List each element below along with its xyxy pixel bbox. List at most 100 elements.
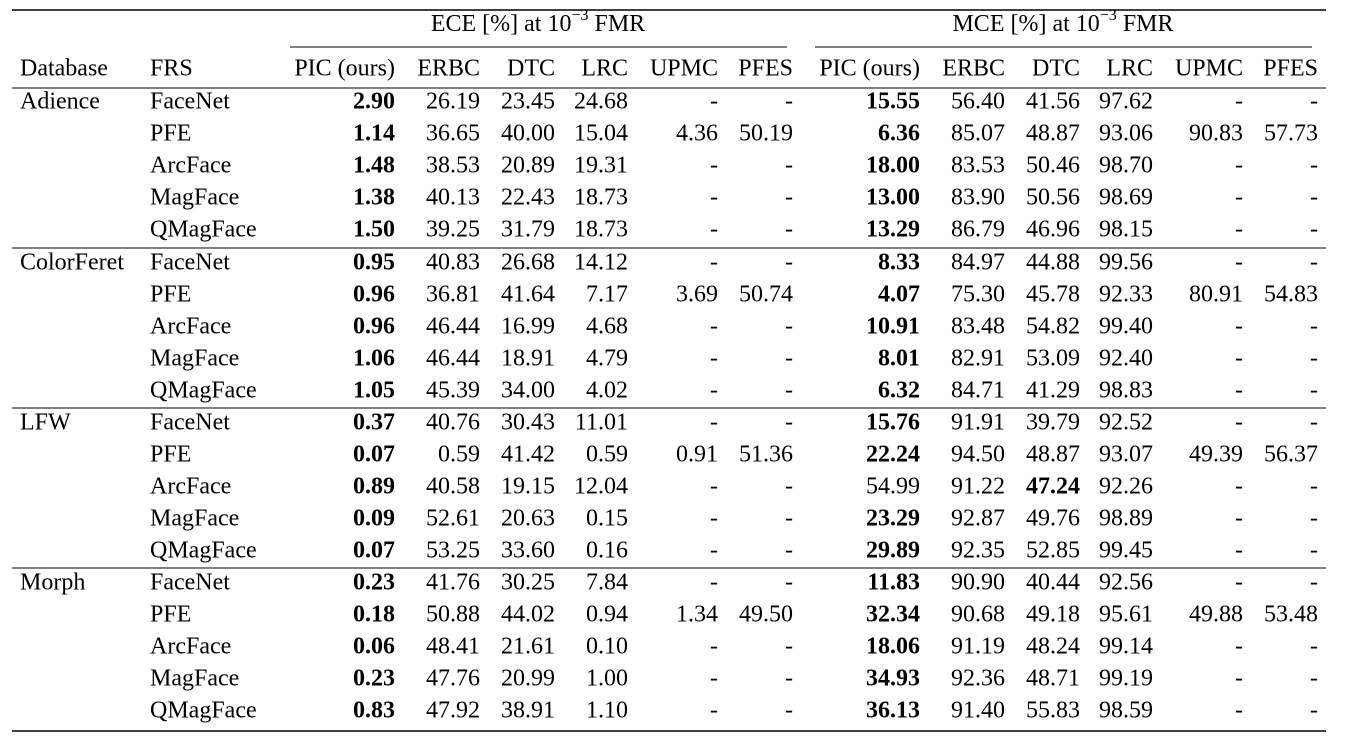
table-cell: 2.90 <box>353 89 395 115</box>
table-cell: 99.56 <box>1099 250 1153 276</box>
table-cell: 15.04 <box>574 121 628 147</box>
table-cell: 1.38 <box>353 185 395 211</box>
table-cell: - <box>710 698 718 724</box>
table-cell: 40.83 <box>426 250 480 276</box>
table-cell: 18.91 <box>501 346 555 372</box>
table-cell: 0.59 <box>586 442 628 468</box>
column-header: ERBC <box>417 56 480 82</box>
table-cell: 50.74 <box>739 282 793 308</box>
table-cell: 6.32 <box>878 378 920 404</box>
table-cell: 4.02 <box>586 378 628 404</box>
table-cell: - <box>710 153 718 179</box>
table-cell: - <box>1235 314 1243 340</box>
table-cell: - <box>1235 570 1243 596</box>
table-cell: 45.39 <box>426 378 480 404</box>
table-cell: 8.01 <box>878 346 920 372</box>
table-cell: 0.10 <box>586 634 628 660</box>
table-cell: 18.73 <box>574 217 628 243</box>
table-cell: 0.37 <box>353 410 395 436</box>
table-cell: 90.68 <box>951 602 1005 628</box>
table-cell: 45.78 <box>1026 282 1080 308</box>
table-cell: 1.00 <box>586 666 628 692</box>
table-cell: 50.46 <box>1026 153 1080 179</box>
table-cell: 99.40 <box>1099 314 1153 340</box>
database-label: ColorFeret <box>20 250 124 276</box>
table-cell: - <box>1310 185 1318 211</box>
table-cell: 1.48 <box>353 153 395 179</box>
table-cell: 32.34 <box>866 602 920 628</box>
frs-label: QMagFace <box>150 378 257 404</box>
table-cell: 98.59 <box>1099 698 1153 724</box>
table-cell: 53.09 <box>1026 346 1080 372</box>
column-header: DTC <box>1032 56 1080 82</box>
table-cell: 24.68 <box>574 89 628 115</box>
table-cell: 11.01 <box>575 410 628 436</box>
table-cell: 92.36 <box>951 666 1005 692</box>
frs-label: FaceNet <box>150 410 230 436</box>
table-cell: 1.14 <box>353 121 395 147</box>
table-cell: 12.04 <box>574 474 628 500</box>
table-cell: 49.88 <box>1189 602 1243 628</box>
table-cell: 52.85 <box>1026 538 1080 564</box>
table-cell: 75.30 <box>951 282 1005 308</box>
table-cell: 98.70 <box>1099 153 1153 179</box>
database-label: Morph <box>20 570 85 596</box>
group-header-exponent: −3 <box>571 7 588 24</box>
table-cell: 13.29 <box>866 217 920 243</box>
column-header: PIC (ours) <box>819 56 920 82</box>
frs-label: MagFace <box>150 506 239 532</box>
frs-label: PFE <box>150 121 191 147</box>
table-cell: 0.18 <box>353 602 395 628</box>
table-cell: 55.83 <box>1026 698 1080 724</box>
table-cell: 1.05 <box>353 378 395 404</box>
table-cell: 0.07 <box>353 442 395 468</box>
table-cell: 0.96 <box>353 282 395 308</box>
table-cell: - <box>1235 89 1243 115</box>
table-cell: 98.89 <box>1099 506 1153 532</box>
table-cell: 0.89 <box>353 474 395 500</box>
table-cell: - <box>710 217 718 243</box>
table-cell: - <box>1235 250 1243 276</box>
table-cell: - <box>1235 538 1243 564</box>
table-cell: 0.94 <box>586 602 628 628</box>
table-cell: 53.25 <box>426 538 480 564</box>
table-cell: 1.06 <box>353 346 395 372</box>
table-cell: 39.79 <box>1026 410 1080 436</box>
table-cell: - <box>1235 474 1243 500</box>
table-cell: 0.83 <box>353 698 395 724</box>
table-cell: 11.83 <box>867 570 920 596</box>
table-cell: 48.41 <box>426 634 480 660</box>
table-cell: 97.62 <box>1099 89 1153 115</box>
table-cell: 98.15 <box>1099 217 1153 243</box>
table-cell: 4.36 <box>676 121 718 147</box>
table-cell: 46.96 <box>1026 217 1080 243</box>
table-cell: 86.79 <box>951 217 1005 243</box>
table-cell: 41.76 <box>426 570 480 596</box>
table-cell: 29.89 <box>866 538 920 564</box>
table-cell: 91.91 <box>951 410 1005 436</box>
table-cell: 99.45 <box>1099 538 1153 564</box>
table-cell: 46.44 <box>426 346 480 372</box>
table-cell: 49.76 <box>1026 506 1080 532</box>
column-header: LRC <box>581 56 628 82</box>
table-cell: 36.65 <box>426 121 480 147</box>
table-cell: - <box>710 666 718 692</box>
frs-label: FaceNet <box>150 89 230 115</box>
table-cell: 93.06 <box>1099 121 1153 147</box>
table-cell: 39.25 <box>426 217 480 243</box>
table-cell: - <box>1310 410 1318 436</box>
frs-label: FaceNet <box>150 250 230 276</box>
table-cell: 26.68 <box>501 250 555 276</box>
table-cell: 50.56 <box>1026 185 1080 211</box>
table-cell: - <box>1310 314 1318 340</box>
table-cell: - <box>1310 89 1318 115</box>
table-cell: 46.44 <box>426 314 480 340</box>
table-cell: 44.88 <box>1026 250 1080 276</box>
table-cell: 57.73 <box>1264 121 1318 147</box>
table-cell: 23.29 <box>866 506 920 532</box>
table-cell: 40.76 <box>426 410 480 436</box>
table-cell: 94.50 <box>951 442 1005 468</box>
group-header-text: MCE [%] at 10 <box>952 11 1099 37</box>
table-cell: 19.31 <box>574 153 628 179</box>
